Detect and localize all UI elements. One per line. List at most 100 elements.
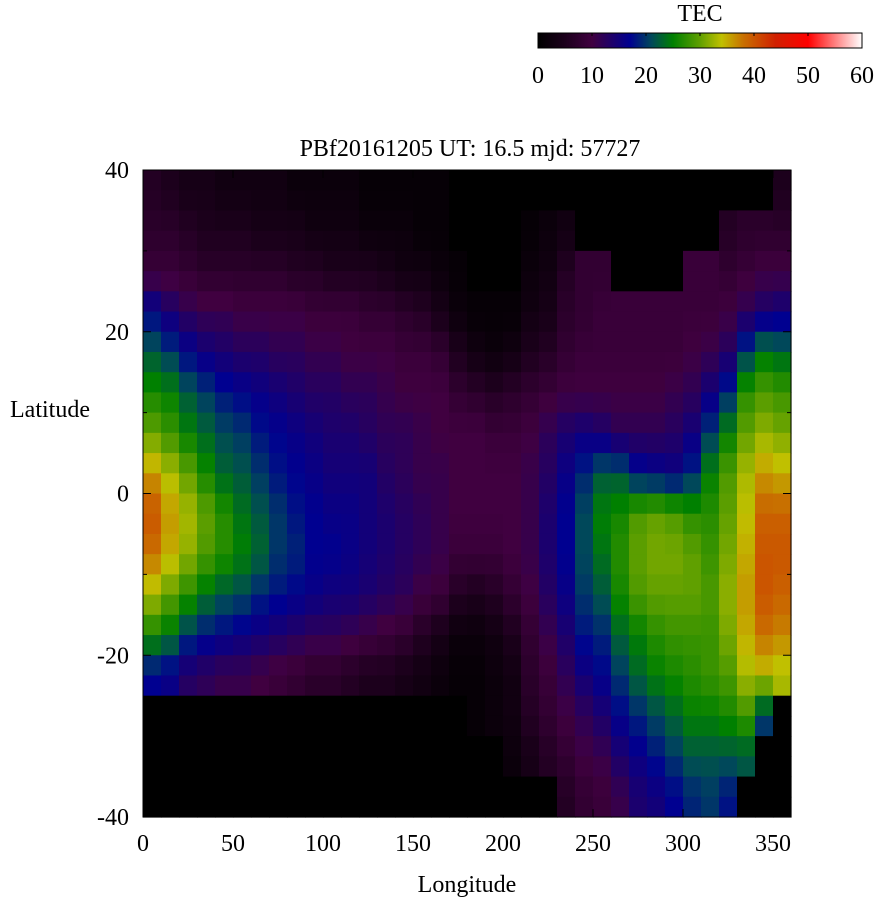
heatmap-cell xyxy=(467,594,486,616)
heatmap-cell xyxy=(557,513,576,535)
heatmap-cell xyxy=(611,533,630,555)
heatmap-cell xyxy=(233,675,252,697)
heatmap-cell xyxy=(269,574,288,596)
heatmap-cell xyxy=(629,675,648,697)
heatmap-cell xyxy=(251,331,270,353)
heatmap-cell xyxy=(197,756,216,778)
heatmap-cell xyxy=(143,493,162,515)
heatmap-cell xyxy=(683,776,702,798)
heatmap-cell xyxy=(611,453,630,474)
heatmap-cell xyxy=(683,311,702,333)
heatmap-cell xyxy=(287,675,306,697)
heatmap-cell xyxy=(539,756,558,778)
heatmap-cell xyxy=(449,210,468,232)
heatmap-cell xyxy=(287,453,306,474)
heatmap-cell xyxy=(647,695,666,717)
heatmap-cell xyxy=(557,756,576,778)
heatmap-cell xyxy=(143,796,162,818)
heatmap-cell xyxy=(629,230,648,252)
heatmap-cell xyxy=(683,351,702,373)
heatmap-cell xyxy=(485,493,504,515)
heatmap-cell xyxy=(359,635,378,656)
heatmap-cell xyxy=(341,432,360,454)
heatmap-cell xyxy=(323,513,342,535)
heatmap-cell xyxy=(521,453,540,474)
heatmap-cell xyxy=(269,291,288,313)
heatmap-cell xyxy=(323,311,342,333)
heatmap-cell xyxy=(539,736,558,757)
heatmap-cell xyxy=(647,796,666,818)
heatmap-cell xyxy=(719,594,738,616)
heatmap-cell xyxy=(269,695,288,717)
heatmap-cell xyxy=(377,695,396,717)
heatmap-cell xyxy=(143,574,162,596)
x-tick-label: 100 xyxy=(305,831,341,857)
heatmap-cell xyxy=(773,776,792,798)
heatmap-cell xyxy=(719,392,738,414)
heatmap-cell xyxy=(665,392,684,414)
heatmap-cell xyxy=(485,210,504,232)
heatmap-cell xyxy=(251,493,270,515)
heatmap-cell xyxy=(737,190,756,212)
heatmap-cell xyxy=(647,594,666,616)
heatmap-cell xyxy=(521,513,540,535)
heatmap-cell xyxy=(485,533,504,555)
heatmap-cell xyxy=(431,170,450,191)
heatmap-cell xyxy=(521,776,540,798)
heatmap-cell xyxy=(719,291,738,313)
heatmap-cell xyxy=(773,473,792,495)
heatmap-cell xyxy=(647,715,666,737)
heatmap-cell xyxy=(701,311,720,333)
heatmap-cell xyxy=(197,230,216,252)
heatmap-cell xyxy=(737,635,756,656)
heatmap-cell xyxy=(377,796,396,818)
heatmap-cell xyxy=(395,291,414,313)
heatmap-cell xyxy=(251,372,270,394)
heatmap-cell xyxy=(251,473,270,495)
heatmap-cell xyxy=(719,351,738,373)
heatmap-cell xyxy=(737,493,756,515)
heatmap-cell xyxy=(629,432,648,454)
heatmap-cell xyxy=(719,250,738,272)
heatmap-cell xyxy=(611,311,630,333)
heatmap-cell xyxy=(593,776,612,798)
heatmap-cell xyxy=(143,473,162,495)
heatmap-cell xyxy=(719,635,738,656)
heatmap-cell xyxy=(287,655,306,677)
heatmap-cell xyxy=(539,392,558,414)
heatmap-cell xyxy=(647,513,666,535)
heatmap-cell xyxy=(323,715,342,737)
heatmap-cell xyxy=(413,311,432,333)
heatmap-cell xyxy=(197,796,216,818)
heatmap-cell xyxy=(269,513,288,535)
heatmap-cell xyxy=(611,190,630,212)
heatmap-cell xyxy=(341,311,360,333)
heatmap-cell xyxy=(737,614,756,636)
heatmap-cell xyxy=(719,655,738,677)
heatmap-cell xyxy=(557,351,576,373)
heatmap-cell xyxy=(647,412,666,434)
heatmap-cell xyxy=(215,170,234,191)
heatmap-cell xyxy=(287,311,306,333)
heatmap-cell xyxy=(737,412,756,434)
heatmap-cell xyxy=(737,230,756,252)
heatmap-cell xyxy=(305,331,324,353)
heatmap-cell xyxy=(467,372,486,394)
heatmap-cell xyxy=(215,271,234,292)
heatmap-cell xyxy=(287,574,306,596)
heatmap-cell xyxy=(755,432,774,454)
heatmap-cell xyxy=(629,776,648,798)
heatmap-cell xyxy=(755,796,774,818)
heatmap-cell xyxy=(179,736,198,757)
heatmap-cell xyxy=(575,190,594,212)
heatmap-cell xyxy=(521,372,540,394)
heatmap-cell xyxy=(467,695,486,717)
heatmap-cell xyxy=(629,453,648,474)
heatmap-cell xyxy=(737,392,756,414)
heatmap-cell xyxy=(251,230,270,252)
heatmap-cell xyxy=(341,594,360,616)
heatmap-cell xyxy=(341,655,360,677)
heatmap-cell xyxy=(755,170,774,191)
heatmap-cell xyxy=(215,736,234,757)
heatmap-cell xyxy=(377,736,396,757)
